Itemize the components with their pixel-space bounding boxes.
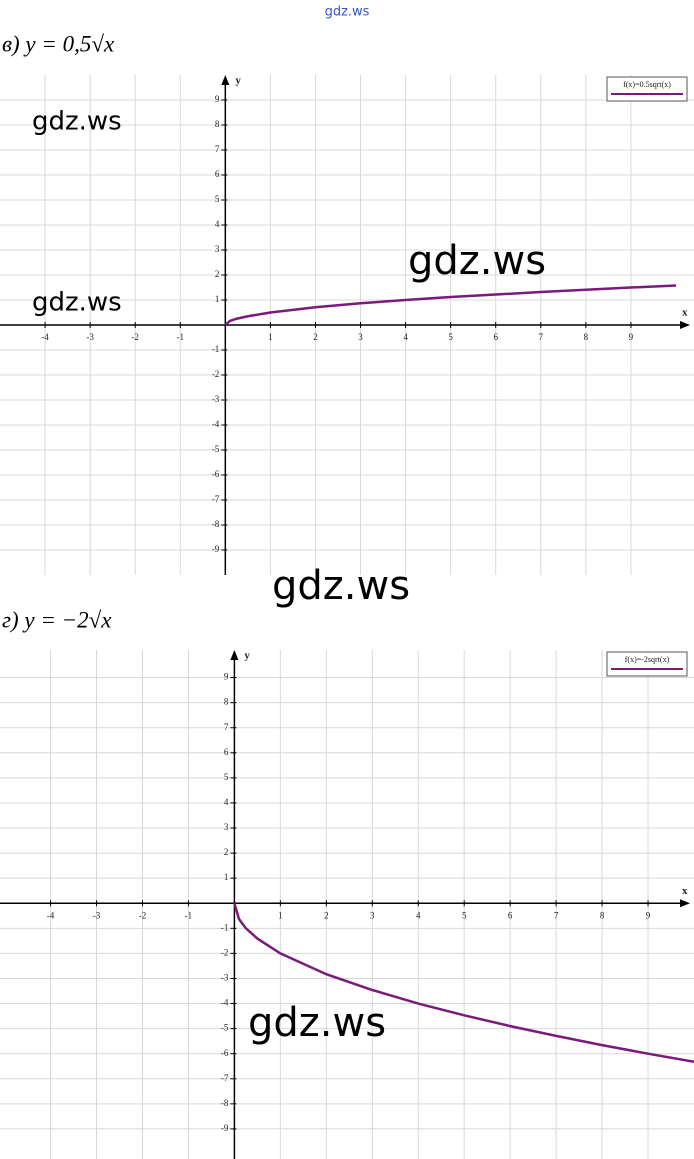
y-tick-label: -1 (221, 922, 229, 932)
y-axis-label: y (244, 650, 250, 662)
y-tick-label: 9 (224, 672, 229, 682)
y-tick-label: -2 (221, 947, 229, 957)
y-tick-label: 5 (224, 772, 229, 782)
y-tick-label: 1 (224, 872, 229, 882)
y-tick-label: 3 (224, 822, 229, 832)
x-tick-label: -1 (185, 910, 193, 920)
x-tick-label: 1 (268, 332, 273, 342)
y-tick-label: 9 (215, 94, 220, 104)
y-tick-label: 6 (224, 747, 229, 757)
y-tick-label: -6 (221, 1048, 229, 1058)
legend-label: f(x)=0.5sqrt(x) (623, 80, 671, 89)
legend-label: f(x)=-2sqrt(x) (625, 655, 670, 664)
x-axis-arrow (680, 321, 690, 329)
y-tick-label: 3 (215, 244, 220, 254)
x-tick-label: -1 (177, 332, 185, 342)
x-tick-label: 2 (313, 332, 318, 342)
watermark: gdz.ws (248, 1000, 386, 1046)
y-axis-arrow (221, 75, 230, 85)
x-tick-label: -4 (41, 332, 49, 342)
x-tick-label: 5 (448, 332, 453, 342)
y-tick-label: -6 (212, 469, 220, 479)
y-tick-label: -3 (221, 973, 229, 983)
y-tick-label: -4 (212, 419, 220, 429)
x-tick-label: 1 (278, 910, 283, 920)
y-axis-arrow (230, 650, 239, 660)
x-tick-label: -3 (93, 910, 101, 920)
y-tick-label: -2 (212, 369, 220, 379)
y-tick-label: 6 (215, 169, 220, 179)
legend-box (606, 76, 688, 102)
chart-title: в) y = 0,5√x (2, 31, 115, 56)
y-tick-label: -3 (212, 394, 220, 404)
y-tick-label: -7 (221, 1073, 229, 1083)
x-tick-label: 4 (403, 332, 408, 342)
y-tick-label: -5 (212, 444, 220, 454)
x-tick-label: 9 (629, 332, 634, 342)
y-tick-label: 5 (215, 194, 220, 204)
y-tick-label: -1 (212, 344, 220, 354)
y-tick-label: -5 (221, 1023, 229, 1033)
x-tick-label: 7 (554, 910, 559, 920)
y-tick-label: 4 (224, 797, 229, 807)
y-tick-label: 2 (224, 847, 229, 857)
site-link[interactable]: gdz.ws (325, 5, 370, 20)
y-tick-label: 7 (224, 722, 229, 732)
y-axis-label: y (235, 75, 241, 87)
y-tick-label: 7 (215, 144, 220, 154)
function-curve (233, 902, 694, 1063)
watermark: gdz.ws (408, 238, 546, 284)
y-tick-label: -8 (212, 519, 220, 529)
x-tick-label: 4 (416, 910, 421, 920)
x-tick-label: 2 (324, 910, 329, 920)
y-tick-label: -7 (212, 494, 220, 504)
x-tick-label: 6 (493, 332, 498, 342)
y-tick-label: 8 (224, 697, 229, 707)
x-tick-label: 6 (508, 910, 513, 920)
y-tick-label: 2 (215, 269, 220, 279)
chart-title: г) y = −2√x (2, 607, 112, 632)
function-curve (224, 284, 677, 326)
x-axis-label: x (682, 307, 688, 319)
x-tick-label: 3 (370, 910, 375, 920)
x-axis-label: x (682, 885, 688, 897)
x-tick-label: 9 (646, 910, 651, 920)
y-tick-label: -9 (221, 1123, 229, 1133)
x-tick-label: 8 (584, 332, 589, 342)
x-tick-label: -2 (131, 332, 139, 342)
x-tick-label: -2 (139, 910, 147, 920)
y-tick-label: -4 (221, 998, 229, 1008)
watermark: gdz.ws (32, 288, 122, 318)
x-axis-arrow (680, 899, 690, 908)
watermark: gdz.ws (272, 563, 410, 609)
x-tick-label: -4 (47, 910, 55, 920)
x-tick-label: 8 (600, 910, 605, 920)
x-tick-label: 7 (539, 332, 544, 342)
y-tick-label: 8 (215, 119, 220, 129)
y-tick-label: -8 (221, 1098, 229, 1108)
watermark: gdz.ws (32, 107, 122, 137)
y-tick-label: 1 (215, 294, 220, 304)
x-tick-label: -3 (86, 332, 94, 342)
x-tick-label: 3 (358, 332, 363, 342)
y-tick-label: 4 (215, 219, 220, 229)
x-tick-label: 5 (462, 910, 467, 920)
y-tick-label: -9 (212, 544, 220, 554)
legend-box (606, 651, 688, 677)
